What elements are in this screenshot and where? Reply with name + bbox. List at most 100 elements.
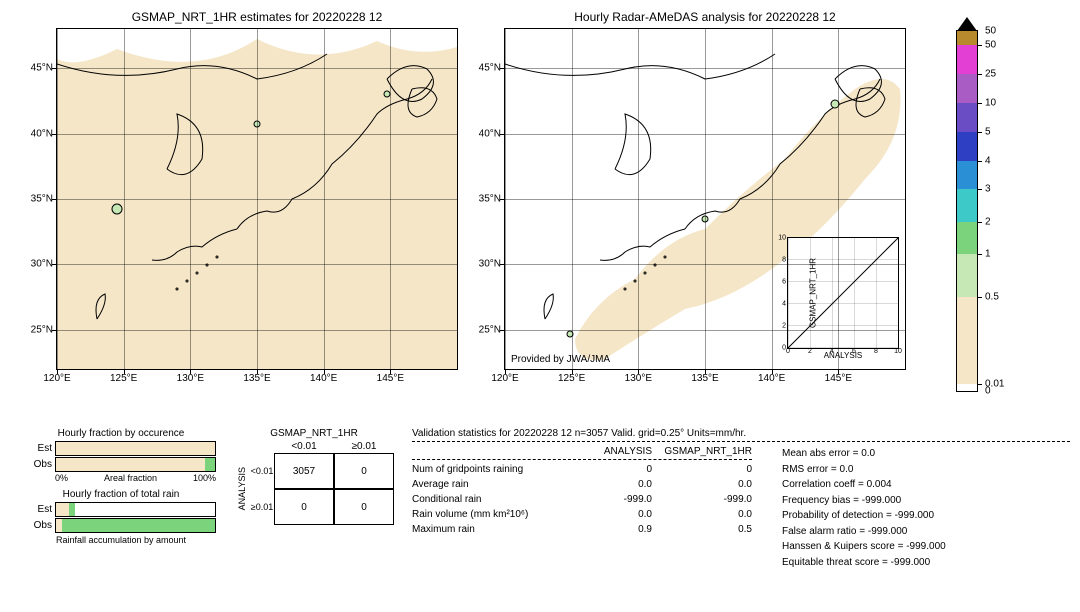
- colorbar-arrow-icon: [957, 17, 977, 31]
- colorbar-segment: [957, 103, 977, 132]
- stats-col2: GSMAP_NRT_1HR: [652, 446, 752, 457]
- cont-cell-01: 0: [334, 453, 394, 489]
- stats-metric: RMS error = 0.0: [782, 462, 946, 478]
- xtick-label: 120°E: [43, 369, 70, 384]
- stats-row-gsmap: 0.0: [652, 479, 752, 490]
- occ-axis-left: 0%: [55, 473, 68, 483]
- inset-ytick: 8: [782, 257, 788, 264]
- occurrence-title: Hourly fraction by occurence: [26, 428, 216, 439]
- occ-obs-bar: [55, 457, 216, 472]
- colorbar-tick-label: 0: [977, 386, 991, 397]
- occ-obs-green-seg: [205, 458, 215, 471]
- colorbar-segment: [957, 161, 977, 190]
- stats-row-gsmap: -999.0: [652, 494, 752, 505]
- inset-xtick: 10: [894, 348, 902, 355]
- inset-xtick: 8: [874, 348, 878, 355]
- stats-metric: False alarm ratio = -999.000: [782, 524, 946, 540]
- ytick-label: 30°N: [479, 259, 505, 270]
- inset-xtick: 4: [830, 348, 834, 355]
- stats-title: Validation statistics for 20220228 12 n=…: [412, 428, 1070, 439]
- xtick-label: 120°E: [491, 369, 518, 384]
- ytick-label: 35°N: [479, 194, 505, 205]
- cont-col1: ≥0.01: [352, 441, 377, 452]
- left-map-panel: GSMAP_NRT_1HR estimates for 20220228 12: [56, 10, 458, 392]
- colorbar-tick-label: 50: [977, 26, 996, 37]
- stats-metric: Equitable threat score = -999.000: [782, 555, 946, 571]
- xtick-label: 130°E: [625, 369, 652, 384]
- stats-table: ANALYSIS GSMAP_NRT_1HR: [412, 446, 752, 457]
- tr-est-green-seg: [69, 503, 75, 516]
- stats-divider: [412, 441, 1070, 442]
- ytick-label: 25°N: [31, 324, 57, 335]
- colorbar-segment: [957, 189, 977, 221]
- cont-cell-11: 0: [334, 489, 394, 525]
- inset-xlabel: ANALYSIS: [788, 351, 898, 360]
- stats-row-analysis: 0.0: [582, 479, 652, 490]
- colorbar-segment: [957, 132, 977, 161]
- inset-scatter: GSMAP_NRT_1HR ANALYSIS 00224466881010: [787, 237, 899, 349]
- right-map-title: Hourly Radar-AMeDAS analysis for 2022022…: [574, 10, 835, 24]
- inset-ytick: 4: [782, 301, 788, 308]
- inset-xtick: 6: [852, 348, 856, 355]
- tr-obs-green-seg: [62, 519, 215, 532]
- stats-row-gsmap: 0: [652, 464, 752, 475]
- xtick-label: 125°E: [558, 369, 585, 384]
- ytick-label: 40°N: [31, 128, 57, 139]
- stats-row-label: Conditional rain: [412, 494, 582, 505]
- ytick-label: 35°N: [31, 194, 57, 205]
- colorbar-segment: [957, 384, 977, 391]
- stats-metrics: Mean abs error = 0.0RMS error = 0.0Corre…: [782, 446, 946, 570]
- inset-ytick: 6: [782, 279, 788, 286]
- inset-ytick: 10: [778, 235, 788, 242]
- colorbar-segment: [957, 74, 977, 103]
- right-map: Provided by JWA/JMA GSMAP_NRT_1HR ANALYS…: [504, 28, 906, 370]
- cont-side-label: ANALYSIS: [237, 467, 247, 510]
- stats-row-label: Average rain: [412, 479, 582, 490]
- occ-est-label: Est: [26, 443, 55, 454]
- stats-row-label: Rain volume (mm km²10⁶): [412, 509, 582, 520]
- stats-row-label: Maximum rain: [412, 524, 582, 535]
- stats-row-analysis: 0: [582, 464, 652, 475]
- cont-row0: <0.01: [251, 466, 274, 476]
- xtick-label: 145°E: [377, 369, 404, 384]
- contingency-table: GSMAP_NRT_1HR <0.01 ≥0.01 ANALYSIS <0.01…: [234, 428, 394, 525]
- tr-est-bar: [55, 502, 216, 517]
- stats-metric: Frequency bias = -999.000: [782, 493, 946, 509]
- stats-metric: Hanssen & Kuipers score = -999.000: [782, 539, 946, 555]
- ytick-label: 40°N: [479, 128, 505, 139]
- cont-top-label: GSMAP_NRT_1HR: [234, 428, 394, 439]
- xtick-label: 145°E: [825, 369, 852, 384]
- cont-cell-00: 3057: [274, 453, 334, 489]
- stats-row-gsmap: 0.5: [652, 524, 752, 535]
- xtick-label: 140°E: [310, 369, 337, 384]
- ytick-label: 25°N: [479, 324, 505, 335]
- left-map-title: GSMAP_NRT_1HR estimates for 20220228 12: [132, 10, 383, 24]
- occ-axis-right: 100%: [193, 473, 216, 483]
- occ-est-bar: [55, 441, 216, 456]
- stats-metric: Correlation coeff = 0.004: [782, 477, 946, 493]
- xtick-label: 125°E: [110, 369, 137, 384]
- bar-charts: Hourly fraction by occurence Est Obs 0% …: [26, 428, 216, 545]
- ytick-label: 30°N: [31, 259, 57, 270]
- stats-row-label: Num of gridpoints raining: [412, 464, 582, 475]
- stats-header-divider: [412, 459, 752, 460]
- colorbar: 502510543210.50.01500: [956, 30, 978, 392]
- stats-metric: Mean abs error = 0.0: [782, 446, 946, 462]
- xtick-label: 135°E: [243, 369, 270, 384]
- tr-obs-bar: [55, 518, 216, 533]
- stats-metric: Probability of detection = -999.000: [782, 508, 946, 524]
- stats-section: Validation statistics for 20220228 12 n=…: [412, 428, 1070, 570]
- stats-row-analysis: 0.9: [582, 524, 652, 535]
- cont-row1: ≥0.01: [251, 502, 273, 512]
- left-map: 25°N30°N35°N40°N45°N120°E125°E130°E135°E…: [56, 28, 458, 370]
- occ-axis-center: Areal fraction: [104, 473, 157, 483]
- tr-est-label: Est: [26, 504, 55, 515]
- xtick-label: 140°E: [758, 369, 785, 384]
- colorbar-segment: [957, 254, 977, 297]
- tr-footer: Rainfall accumulation by amount: [26, 535, 216, 545]
- xtick-label: 135°E: [691, 369, 718, 384]
- inset-xtick: 2: [808, 348, 812, 355]
- provided-label: Provided by JWA/JMA: [511, 354, 610, 365]
- colorbar-segment: [957, 31, 977, 45]
- colorbar-segment: [957, 222, 977, 254]
